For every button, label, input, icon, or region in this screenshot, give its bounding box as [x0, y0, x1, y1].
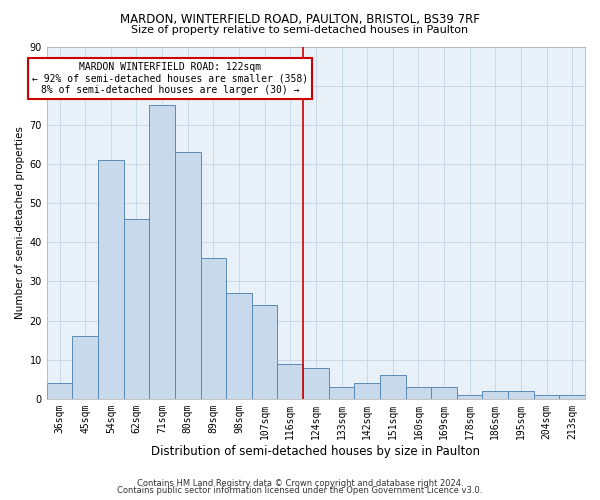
- Bar: [534, 395, 559, 399]
- Bar: [252, 305, 277, 399]
- Text: MARDON, WINTERFIELD ROAD, PAULTON, BRISTOL, BS39 7RF: MARDON, WINTERFIELD ROAD, PAULTON, BRIST…: [120, 12, 480, 26]
- Bar: [175, 152, 200, 399]
- Bar: [355, 383, 380, 399]
- Text: Contains HM Land Registry data © Crown copyright and database right 2024.: Contains HM Land Registry data © Crown c…: [137, 478, 463, 488]
- Bar: [98, 160, 124, 399]
- Bar: [149, 105, 175, 399]
- Bar: [226, 293, 252, 399]
- Bar: [431, 387, 457, 399]
- Bar: [124, 219, 149, 399]
- Bar: [559, 395, 585, 399]
- Text: Size of property relative to semi-detached houses in Paulton: Size of property relative to semi-detach…: [131, 25, 469, 35]
- Bar: [482, 391, 508, 399]
- Text: Contains public sector information licensed under the Open Government Licence v3: Contains public sector information licen…: [118, 486, 482, 495]
- Bar: [200, 258, 226, 399]
- Bar: [457, 395, 482, 399]
- Bar: [508, 391, 534, 399]
- Bar: [380, 376, 406, 399]
- Bar: [329, 387, 355, 399]
- X-axis label: Distribution of semi-detached houses by size in Paulton: Distribution of semi-detached houses by …: [151, 444, 481, 458]
- Bar: [303, 368, 329, 399]
- Bar: [406, 387, 431, 399]
- Bar: [47, 383, 73, 399]
- Text: MARDON WINTERFIELD ROAD: 122sqm
← 92% of semi-detached houses are smaller (358)
: MARDON WINTERFIELD ROAD: 122sqm ← 92% of…: [32, 62, 308, 96]
- Y-axis label: Number of semi-detached properties: Number of semi-detached properties: [16, 126, 25, 319]
- Bar: [277, 364, 303, 399]
- Bar: [73, 336, 98, 399]
